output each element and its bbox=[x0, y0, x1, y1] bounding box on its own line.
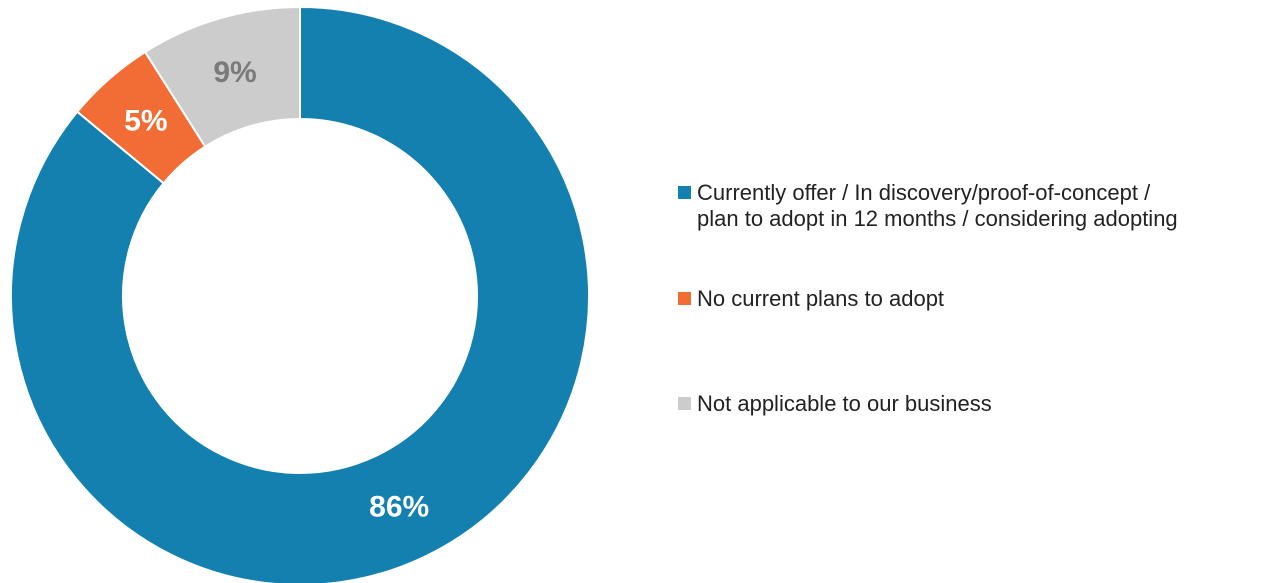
donut-data-labels: 86% 5% 9% bbox=[124, 56, 429, 524]
legend-label-no-current-plans: No current plans to adopt bbox=[697, 286, 944, 312]
donut-slice-not-applicable bbox=[143, 5, 301, 148]
legend-label-not-applicable: Not applicable to our business bbox=[697, 391, 992, 417]
legend-item-no-current-plans: No current plans to adopt bbox=[678, 286, 944, 312]
data-label-no-current-plans: 5% bbox=[124, 105, 167, 138]
legend-label-line-1: Not applicable to our business bbox=[697, 391, 992, 416]
legend-label-line-1: Currently offer / In discovery/proof-of-… bbox=[697, 180, 1151, 205]
legend-swatch-not-applicable bbox=[678, 397, 691, 410]
legend-swatch-currently-offer bbox=[678, 186, 691, 199]
donut-slices bbox=[10, 5, 590, 583]
data-label-currently-offer: 86% bbox=[369, 490, 429, 523]
legend-item-not-applicable: Not applicable to our business bbox=[678, 391, 992, 417]
legend-label-line-1: No current plans to adopt bbox=[697, 286, 945, 311]
donut-slice-currently-offer bbox=[10, 5, 590, 583]
legend-label-line-2: plan to adopt in 12 months / considering… bbox=[697, 206, 1178, 231]
legend-label-currently-offer: Currently offer / In discovery/proof-of-… bbox=[697, 180, 1178, 232]
legend-swatch-no-current-plans bbox=[678, 292, 691, 305]
legend-item-currently-offer: Currently offer / In discovery/proof-of-… bbox=[678, 180, 1178, 232]
data-label-not-applicable: 9% bbox=[213, 56, 256, 89]
